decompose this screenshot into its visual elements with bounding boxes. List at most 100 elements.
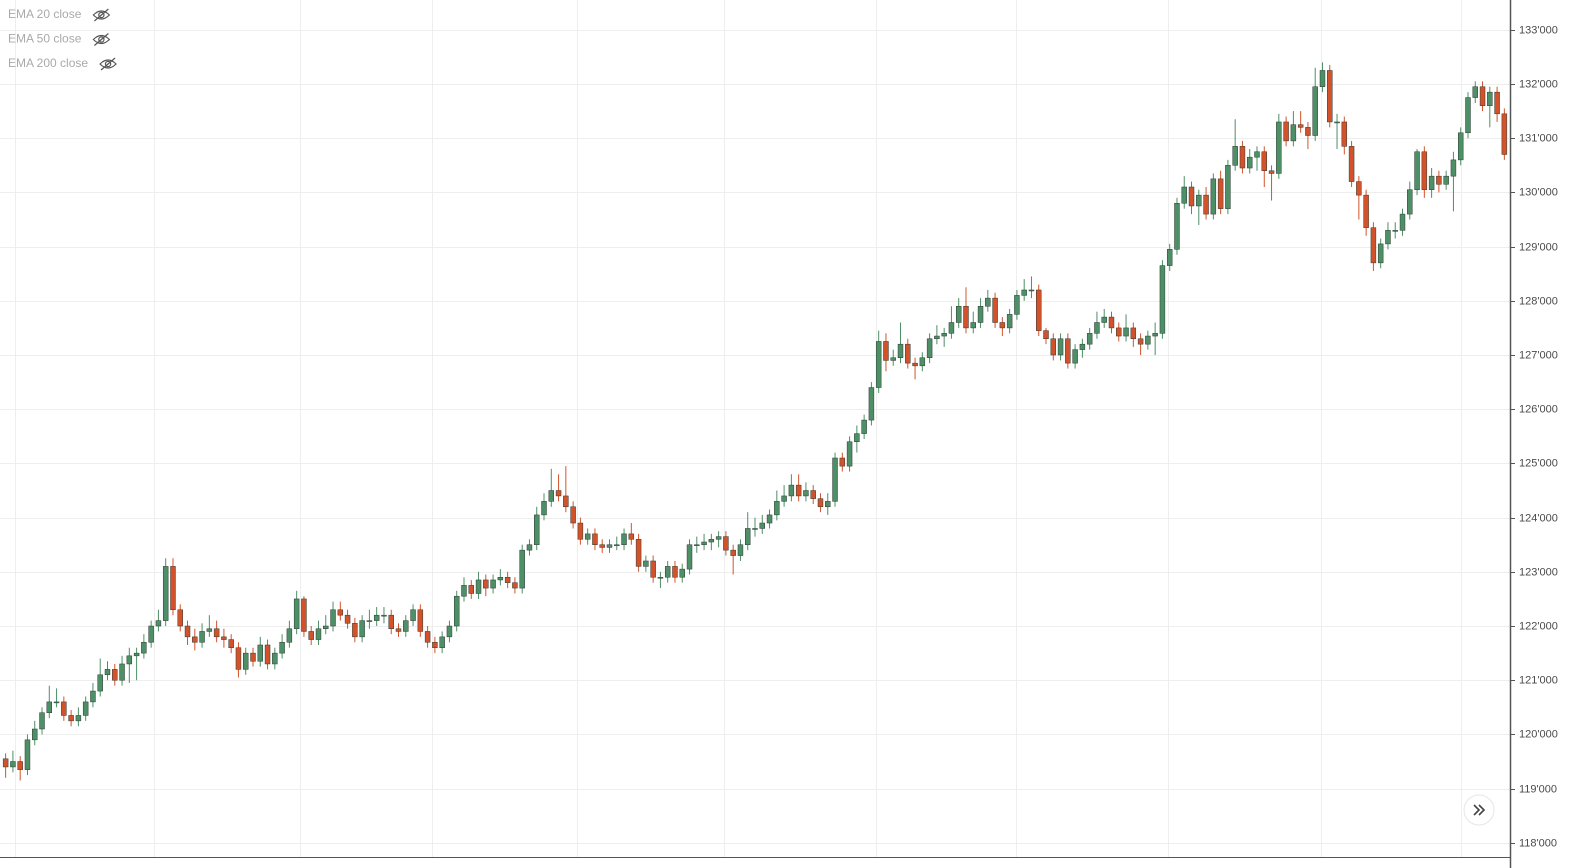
candle-body [657,576,664,579]
candle-body [861,419,867,434]
candle-body [548,490,555,502]
y-tick-label: 120'000 [1519,728,1558,740]
candle-body [1217,178,1224,209]
candle-body [1392,230,1398,232]
y-tick-label: 129'000 [1519,241,1558,253]
candle-body [1210,178,1217,215]
indicator-label[interactable]: EMA 20 close [8,7,82,21]
candle-body [403,620,409,632]
candle-body [243,652,249,670]
candle-body [1421,151,1428,190]
candle-body [90,690,96,703]
candle-body [468,585,474,594]
candle-body [1036,289,1042,331]
candle-body [1399,213,1406,231]
candle-body [810,490,816,499]
scroll-to-latest-button[interactable] [1463,794,1495,826]
candle-body [1166,249,1173,266]
candle-body [257,644,263,662]
candle-body [184,625,191,638]
candle-body [61,701,67,716]
double-chevron-icon[interactable] [1473,804,1486,816]
candle-body [395,628,402,632]
candle-body [133,652,140,657]
candle-body [883,341,889,361]
candle-body [1334,121,1340,124]
candle-body [1043,330,1049,340]
candle-body [854,433,860,442]
candle-body [977,305,984,323]
candle-body [686,544,693,570]
candle-body [1050,338,1057,356]
candle-body [1377,243,1384,264]
candle-body [330,609,336,627]
candle-body [1407,189,1413,215]
candle-body [1094,322,1100,334]
candle-body [1196,194,1202,207]
y-tick-label: 119'000 [1519,783,1557,795]
candle-body [577,522,584,540]
candle-body [1086,333,1093,345]
candle-body [970,322,976,329]
candle-body [112,669,118,681]
candle-body [475,579,482,594]
candle-body [570,506,576,524]
candle-body [584,533,591,540]
candle-body [264,644,271,665]
candle-body [1341,121,1348,147]
candle-body [1487,91,1493,106]
candle-body [148,625,154,643]
candle-body [963,305,969,329]
candle-body [170,566,176,611]
eye-slash[interactable] [100,57,116,71]
candle-body [890,357,896,361]
candle-body [53,701,60,704]
candle-body [948,322,955,334]
candle-body [213,628,220,638]
candle-body [941,333,947,337]
eye-pupil[interactable] [98,36,105,43]
candle-body [621,533,627,545]
candle-body [919,357,926,367]
candle-body [635,539,642,567]
hidden-eye-icon[interactable] [92,8,111,22]
indicator-label[interactable]: EMA 50 close [8,32,82,46]
y-tick-label: 124'000 [1519,512,1558,524]
candle-body [715,536,722,540]
candle-body [461,585,467,597]
candle-body [1101,316,1107,323]
candle-body [373,614,380,621]
y-tick-label: 131'000 [1519,132,1558,144]
candle-body [1247,156,1253,169]
grid [0,0,1510,858]
hidden-eye-icon[interactable] [92,33,111,46]
eye-slash[interactable] [93,33,109,46]
eye-slash[interactable] [93,8,109,22]
candle-body [1356,181,1362,196]
candle-body [286,628,293,643]
candle-body [817,498,824,508]
y-tick-label: 121'000 [1519,674,1558,686]
candle-body [504,576,511,583]
candle-body [1072,349,1078,364]
candle-body [17,761,23,770]
candle-body [366,620,373,622]
eye-pupil[interactable] [104,60,112,68]
y-tick-label: 130'000 [1519,186,1558,198]
candle-body [781,495,787,502]
candle-body [934,335,940,340]
candle-body [1414,151,1420,190]
hidden-eye-icon[interactable] [99,57,117,71]
candle-body [1494,91,1500,115]
candle-body [1348,146,1355,182]
indicator-label[interactable]: EMA 200 close [8,56,88,70]
candle-body [206,628,213,632]
candle-body [992,297,998,323]
candle-body [1014,295,1020,315]
legend: EMA 20 close EMA 50 close EMA 200 close [8,7,117,71]
candle-body [592,533,598,545]
candle-body [875,341,882,388]
eye-pupil[interactable] [98,11,105,19]
